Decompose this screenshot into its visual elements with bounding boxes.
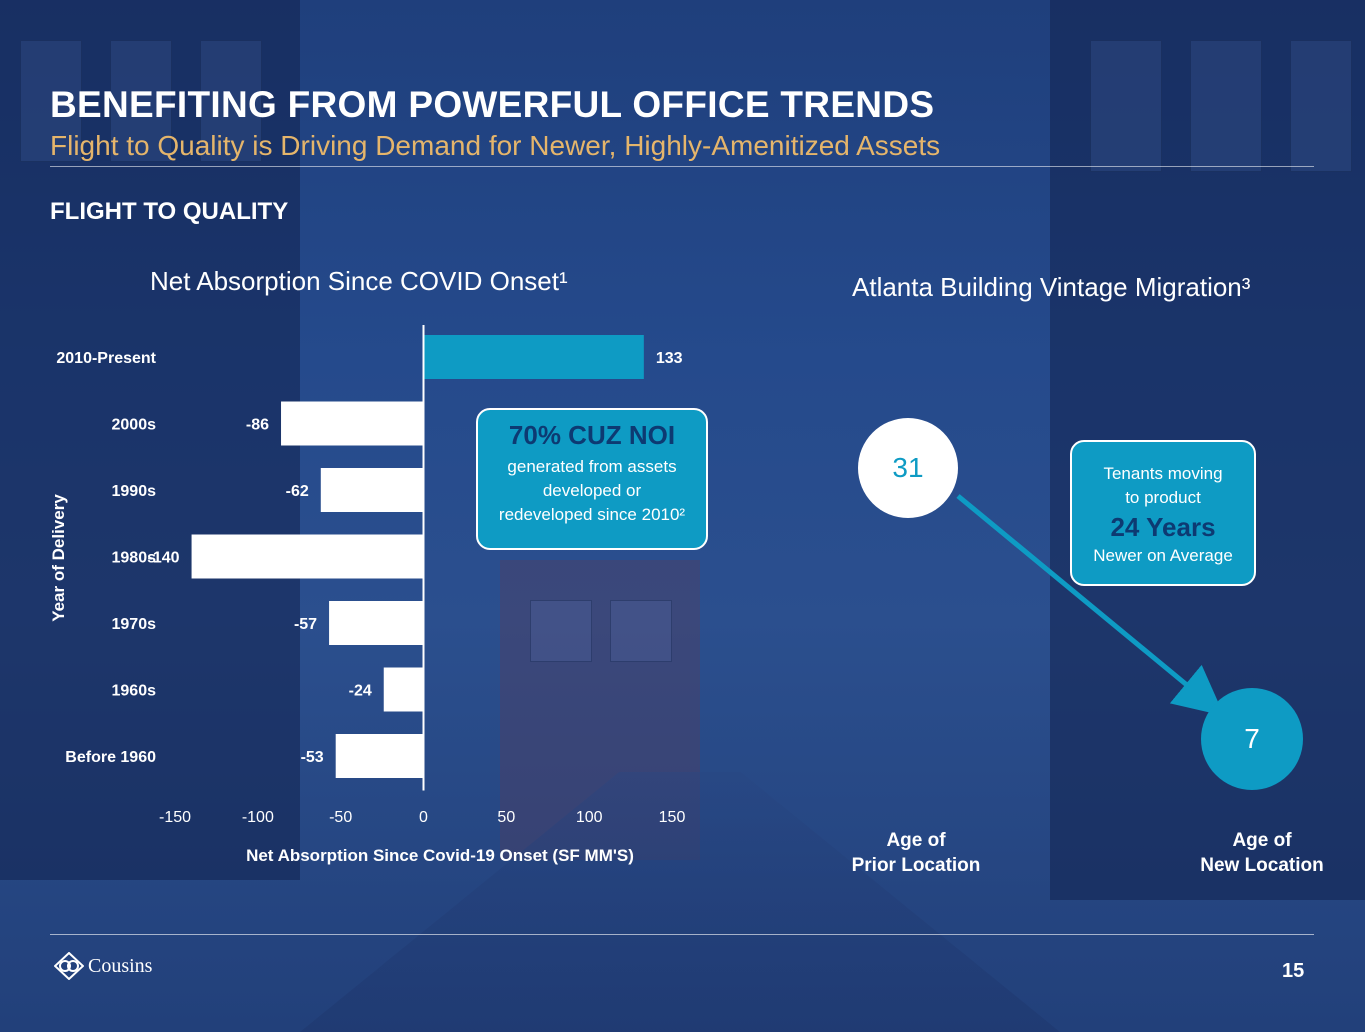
new-location-label: Age of New Location <box>1182 828 1342 878</box>
data-label-4: -57 <box>294 616 317 633</box>
vintage-title: Atlanta Building Vintage Migration³ <box>852 272 1251 302</box>
data-label-6: -53 <box>301 749 324 766</box>
page-subtitle: Flight to Quality is Driving Demand for … <box>50 130 941 161</box>
prior-age-circle: 31 <box>858 418 958 518</box>
category-label-4: 1970s <box>112 616 157 633</box>
page-number: 15 <box>1282 960 1305 982</box>
new-age-circle: 7 <box>1201 688 1303 790</box>
x-tick-2: -50 <box>329 809 352 826</box>
x-axis-label: Net Absorption Since Covid-19 Onset (SF … <box>246 846 634 865</box>
x-tick-0: -150 <box>159 809 191 826</box>
category-label-2: 1990s <box>112 483 157 500</box>
bar-6 <box>335 734 424 778</box>
data-label-3: -140 <box>148 550 180 567</box>
bar-5 <box>383 667 424 712</box>
prior-location-label: Age of Prior Location <box>836 828 996 878</box>
net-absorption-chart: 2010-Present 133 2000s -86 1990s -62 1980s-140… <box>49 325 686 865</box>
prior-label-line1: Age of <box>886 830 946 851</box>
category-label-0: 2010-Present <box>56 350 156 367</box>
header-divider <box>50 166 1314 167</box>
tenants-years: 24 Years <box>1110 512 1216 542</box>
x-tick-5: 100 <box>576 809 603 826</box>
bar-4 <box>329 601 424 645</box>
bar-1 <box>281 401 424 446</box>
noi-callout: 70% CUZ NOI generated from assets develo… <box>476 408 708 550</box>
cousins-logo-icon <box>54 952 84 980</box>
tenants-line3: Newer on Average <box>1093 546 1233 565</box>
data-label-1: -86 <box>246 417 269 434</box>
x-tick-6: 150 <box>659 809 686 826</box>
tenants-callout: Tenants moving to product 24 Years Newer… <box>1070 440 1256 586</box>
section-heading: FLIGHT TO QUALITY <box>50 198 289 225</box>
x-tick-4: 50 <box>497 809 515 826</box>
noi-headline: 70% CUZ NOI <box>508 420 676 450</box>
category-label-3: 1980s <box>112 550 157 567</box>
category-label-5: 1960s <box>112 683 157 700</box>
page-title: BENEFITING FROM POWERFUL OFFICE TRENDS <box>50 84 935 125</box>
data-label-0: 133 <box>656 350 683 367</box>
new-label-line2: New Location <box>1200 855 1324 876</box>
data-label-5: -24 <box>349 683 372 700</box>
footer-divider <box>50 934 1314 935</box>
bar-2 <box>320 468 424 512</box>
noi-body: generated from assets developed or redev… <box>498 457 686 524</box>
data-label-2: -62 <box>286 483 309 500</box>
x-tick-3: 0 <box>419 809 428 826</box>
new-label-line1: Age of <box>1232 830 1292 851</box>
category-label-6: Before 1960 <box>65 749 156 766</box>
cousins-logo: Cousins <box>54 952 152 980</box>
tenants-line1: Tenants moving <box>1103 464 1223 483</box>
bar-3 <box>191 534 424 579</box>
tenants-line2: to product <box>1125 488 1201 507</box>
chart-title: Net Absorption Since COVID Onset¹ <box>150 266 568 296</box>
prior-label-line2: Prior Location <box>851 855 981 876</box>
x-tick-1: -100 <box>242 809 274 826</box>
y-axis-label: Year of Delivery <box>49 494 68 622</box>
bar-0 <box>423 335 644 379</box>
category-label-1: 2000s <box>112 417 157 434</box>
logo-text: Cousins <box>88 954 153 977</box>
